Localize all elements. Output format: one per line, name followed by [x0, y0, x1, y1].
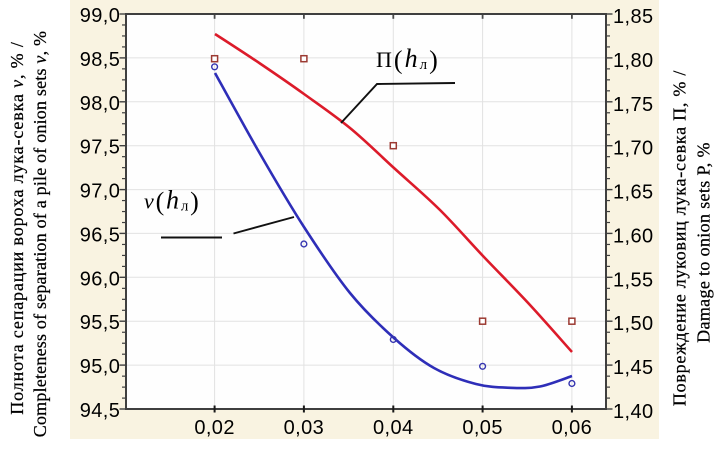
- svg-text:96,5: 96,5: [80, 224, 121, 246]
- svg-text:1,50: 1,50: [613, 313, 654, 335]
- svg-text:1,45: 1,45: [613, 357, 654, 379]
- svg-text:1,80: 1,80: [613, 50, 654, 72]
- svg-text:Повреждение луковиц лука-севка: Повреждение луковиц лука-севка Π, % /: [670, 70, 690, 406]
- svg-text:1,70: 1,70: [613, 138, 654, 160]
- svg-text:0,05: 0,05: [462, 417, 503, 439]
- svg-text:0,06: 0,06: [552, 417, 593, 439]
- svg-text:1,60: 1,60: [613, 225, 654, 247]
- svg-text:94,5: 94,5: [80, 400, 121, 422]
- svg-text:95,5: 95,5: [80, 312, 121, 334]
- svg-text:1,65: 1,65: [613, 182, 654, 204]
- svg-text:98,0: 98,0: [80, 93, 121, 115]
- svg-text:Π(hл): Π(hл): [376, 44, 440, 75]
- svg-text:96,0: 96,0: [80, 268, 121, 290]
- svg-text:Полнота сепарации вороха лука-: Полнота сепарации вороха лука-севка ν, %…: [7, 41, 27, 414]
- svg-text:99,0: 99,0: [80, 5, 121, 27]
- svg-text:1,85: 1,85: [613, 6, 654, 28]
- svg-text:Damage to onion sets P, %: Damage to onion sets P, %: [694, 142, 714, 343]
- svg-text:Completeness of separation of: Completeness of separation of a pile of …: [30, 31, 50, 437]
- svg-text:97,5: 97,5: [80, 137, 121, 159]
- svg-text:97,0: 97,0: [80, 181, 121, 203]
- svg-text:0,04: 0,04: [373, 417, 414, 439]
- svg-text:1,40: 1,40: [613, 401, 654, 423]
- svg-text:ν(hл): ν(hл): [144, 186, 201, 217]
- svg-text:1,55: 1,55: [613, 269, 654, 291]
- svg-text:0,02: 0,02: [194, 417, 235, 439]
- svg-text:0,03: 0,03: [284, 417, 325, 439]
- svg-text:95,0: 95,0: [80, 356, 121, 378]
- svg-text:98,5: 98,5: [80, 49, 121, 71]
- svg-text:1,75: 1,75: [613, 94, 654, 116]
